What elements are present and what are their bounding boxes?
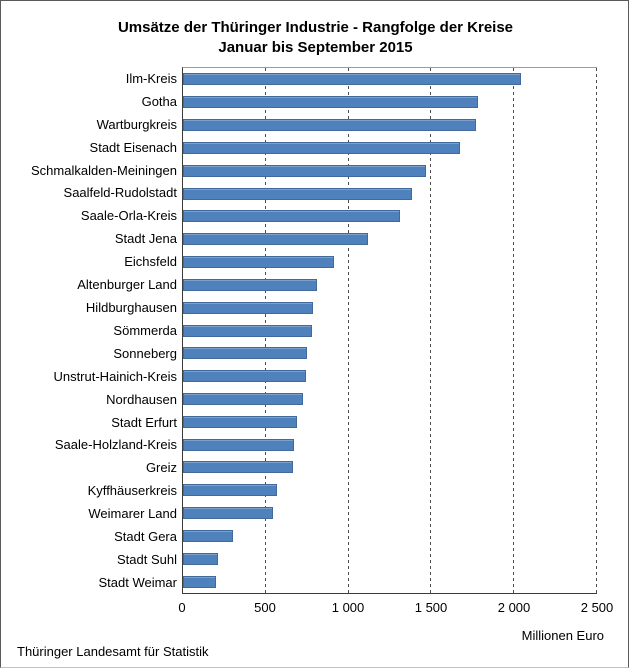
bar-row [183, 365, 597, 388]
x-tick-label: 2 000 [497, 600, 531, 615]
bar [183, 256, 334, 269]
category-label: Sonneberg [113, 345, 177, 361]
bar-row [183, 114, 597, 137]
chart-title-line2: Januar bis September 2015 [218, 39, 413, 56]
bar-row [183, 479, 597, 502]
x-tick-label: 1 000 [331, 600, 365, 615]
gridline [596, 68, 597, 593]
category-label: Saalfeld-Rudolstadt [63, 185, 177, 201]
bar [183, 484, 277, 497]
bar-row [183, 410, 597, 433]
bar-row [183, 433, 597, 456]
category-label: Stadt Weimar [98, 574, 177, 590]
x-tick-label: 2 500 [580, 600, 614, 615]
category-label: Saale-Holzland-Kreis [54, 437, 177, 453]
category-label: Hildburghausen [85, 300, 177, 316]
bar [183, 438, 294, 451]
chart-title: Umsätze der Thüringer Industrie - Rangfo… [1, 18, 628, 58]
category-label: Wartburgkreis [96, 116, 177, 132]
category-label: Eichsfeld [124, 254, 177, 270]
bar-row [183, 273, 597, 296]
bar-row [183, 159, 597, 182]
category-label: Weimarer Land [88, 506, 177, 522]
gridline [513, 68, 515, 593]
x-axis-ticks: 0 500 1 000 1 500 2 000 2 500 [178, 600, 613, 616]
category-label: Greiz [145, 460, 177, 476]
gridline [430, 68, 432, 593]
x-tick-label: 0 [178, 600, 186, 615]
bar-row [183, 502, 597, 525]
bar [183, 324, 313, 337]
category-label: Stadt Jena [114, 231, 177, 247]
bar-row [183, 547, 597, 570]
bar [183, 415, 298, 428]
category-label: Kyffhäuserkreis [87, 483, 177, 499]
bar-row [183, 68, 597, 91]
x-tick-label: 500 [254, 600, 276, 615]
source-note: Thüringer Landesamt für Statistik [17, 644, 209, 659]
category-label: Schmalkalden-Meiningen [31, 162, 177, 178]
x-tick-label: 1 500 [414, 600, 448, 615]
category-label: Nordhausen [106, 391, 177, 407]
bar [183, 141, 460, 154]
category-label: Gotha [141, 93, 177, 109]
category-labels: Ilm-Kreis Gotha Wartburgkreis Stadt Eisenac… [1, 67, 177, 594]
bar [183, 187, 412, 200]
bar [183, 164, 427, 177]
bar [183, 278, 318, 291]
bar-row [183, 228, 597, 251]
bar [183, 233, 369, 246]
bar [183, 96, 478, 109]
chart-title-line1: Umsätze der Thüringer Industrie - Rangfo… [117, 19, 514, 36]
bar [183, 529, 233, 542]
bar-row [183, 456, 597, 479]
bar-row [183, 296, 597, 319]
category-label: Unstrut-Hainich-Kreis [53, 368, 177, 384]
bar-row [183, 182, 597, 205]
bar-row [183, 525, 597, 548]
bar [183, 210, 400, 223]
bar-row [183, 205, 597, 228]
bar-row [183, 136, 597, 159]
bar [183, 301, 313, 314]
bar-row [183, 91, 597, 114]
category-label: Sömmerda [113, 322, 177, 338]
bar-rows [183, 68, 597, 593]
bar-row [183, 388, 597, 411]
bar [183, 552, 218, 565]
bar [183, 393, 304, 405]
category-label: Saale-Orla-Kreis [80, 208, 177, 224]
bar-row [183, 570, 597, 593]
bar [183, 73, 521, 86]
bar [183, 119, 477, 132]
bar [183, 507, 274, 520]
plot-area [182, 67, 597, 594]
gridline [347, 68, 349, 593]
category-label: Stadt Eisenach [89, 139, 177, 155]
bar [183, 461, 294, 474]
bar [183, 575, 217, 588]
category-label: Altenburger Land [77, 277, 177, 293]
category-label: Stadt Suhl [117, 551, 177, 567]
bar-row [183, 251, 597, 274]
axis-unit-label: Millionen Euro [521, 628, 604, 643]
category-label: Stadt Erfurt [111, 414, 177, 430]
category-label: Ilm-Kreis [125, 70, 177, 86]
category-label: Stadt Gera [114, 529, 177, 545]
bar-row [183, 319, 597, 342]
bar [183, 370, 306, 383]
bar [183, 347, 308, 360]
bar-row [183, 342, 597, 365]
